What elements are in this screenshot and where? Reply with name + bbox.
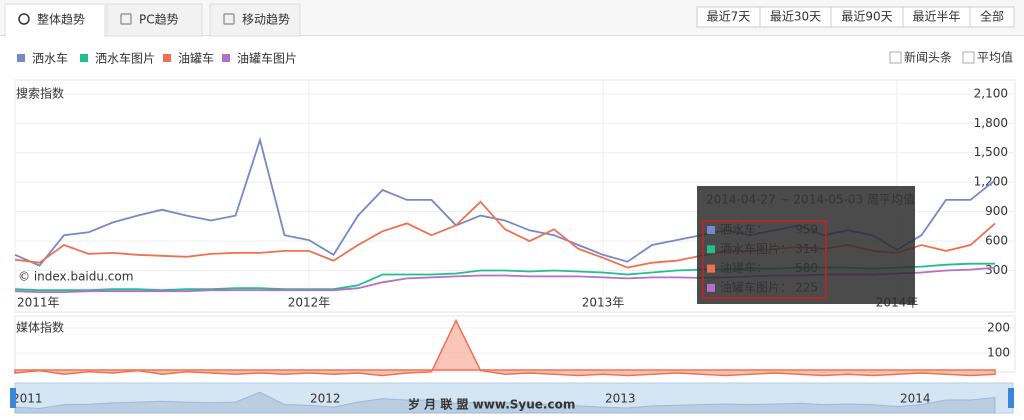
checkbox-label[interactable]: 新闻头条 [904,50,952,65]
y-tick-label: 1,200 [974,175,1008,189]
tab-icon [18,13,30,25]
legend-label[interactable]: 洒水车 [32,51,68,66]
y-axis-label: 媒体指数 [16,320,64,335]
legend-swatch[interactable] [17,54,25,62]
y-tick-label: 1,500 [974,145,1008,159]
y-tick-label: 300 [985,263,1008,277]
x-tick-label: 2012年 [288,296,331,310]
series-area [14,318,996,377]
tab-cover [6,34,104,37]
checkbox-label[interactable]: 平均值 [977,50,1013,65]
tab[interactable] [209,3,301,37]
range-label: 全部 [980,9,1004,24]
range-button[interactable] [969,6,1015,28]
navigator-label: 2013 [605,392,636,406]
tooltip-value: 225 [795,280,818,294]
tooltip-box [702,220,827,299]
tooltip-label: 洒水车： [720,222,768,237]
tab-icon [223,13,235,25]
y-tick-label: 900 [985,204,1008,218]
range-label: 最近7天 [707,10,751,24]
tooltip-swatch [707,283,715,292]
navigator-label: 2011 [12,392,43,406]
legend-label[interactable]: 油罐车 [178,51,214,66]
checkbox[interactable] [962,51,975,64]
navigator-handle[interactable] [10,388,16,408]
tab-icon [120,13,132,25]
media-plot [14,315,1016,373]
tooltip-label: 洒水车图片： [720,241,792,256]
tooltip-value: 314 [795,242,818,256]
tooltip-title: 2014-04-27 ~ 2014-05-03 周平均值 [706,192,915,207]
tooltip-value: 959 [795,223,818,237]
navigator-label: 2012 [310,392,341,406]
watermark: 岁 月 联 盟 www.Syue.com [408,397,575,412]
y-tick-label: 200 [987,321,1010,335]
y-tick-label: 2,100 [974,86,1008,100]
navigator-area [14,391,996,414]
navigator-label: 2014 [900,392,931,406]
navigator-handle[interactable] [1008,388,1014,408]
y-tick-label: 600 [985,234,1008,248]
tooltip-swatch [707,226,715,234]
tab-label: PC趋势 [139,13,179,27]
y-tick-label: 1,800 [974,116,1008,130]
x-tick-label: 2011年 [17,296,60,310]
range-label: 最近30天 [770,10,821,24]
tooltip-swatch [707,264,715,273]
tab[interactable] [4,3,106,37]
tooltip [697,186,915,304]
tooltip-label: 油罐车图片： [720,279,792,294]
range-label: 最近90天 [841,10,892,24]
legend-label[interactable]: 洒水车图片 [95,51,155,66]
tab-label: 移动趋势 [242,13,290,27]
legend-swatch[interactable] [80,54,88,62]
y-axis-label: 搜索指数 [16,86,64,101]
legend-swatch[interactable] [222,54,230,62]
checkbox[interactable] [889,51,902,64]
range-label: 最近半年 [912,10,960,24]
x-tick-label: 2013年 [582,296,625,310]
credit: © index.baidu.com [18,270,133,284]
tooltip-value: 580 [795,261,818,275]
tooltip-swatch [707,245,715,254]
tooltip-label: 油罐车： [720,260,768,275]
tab-label: 整体趋势 [37,12,85,27]
y-tick-label: 100 [987,346,1010,360]
tab[interactable] [106,3,203,37]
legend-swatch[interactable] [163,54,171,62]
legend-label[interactable]: 油罐车图片 [237,51,297,66]
